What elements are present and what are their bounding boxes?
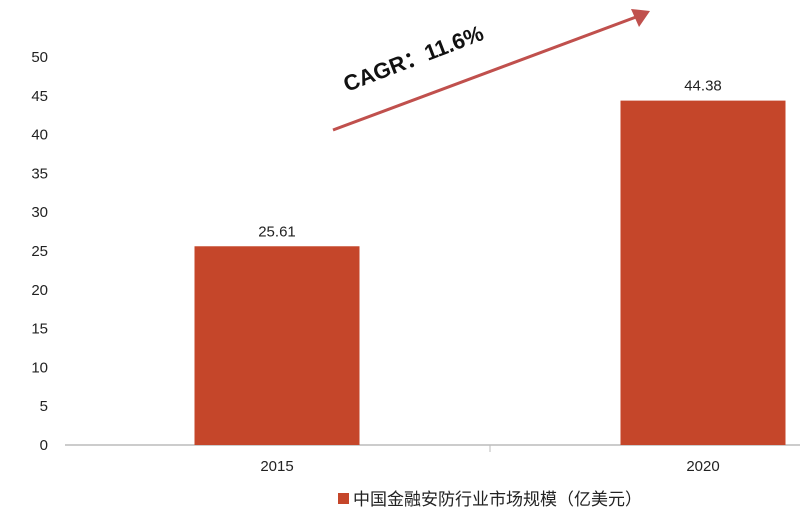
- legend: 中国金融安防行业市场规模（亿美元）: [338, 490, 642, 509]
- y-tick-label: 50: [31, 49, 48, 66]
- y-tick-label: 30: [31, 204, 48, 221]
- y-tick-label: 15: [31, 321, 48, 338]
- legend-label: 中国金融安防行业市场规模（亿美元）: [353, 490, 642, 509]
- y-tick-label: 25: [31, 243, 48, 260]
- cagr-annotation: CAGR：11.6%: [332, 9, 650, 132]
- y-tick-label: 35: [31, 165, 48, 182]
- x-tick-label: 2015: [260, 458, 293, 475]
- x-tick-label: 2020: [686, 458, 719, 475]
- data-label: 25.61: [258, 223, 296, 240]
- bar-2015: [194, 246, 360, 445]
- bar-2020: [620, 100, 786, 445]
- data-label: 44.38: [684, 78, 722, 95]
- y-tick-label: 40: [31, 127, 48, 144]
- y-tick-label: 5: [40, 398, 48, 415]
- y-tick-label: 0: [40, 437, 48, 454]
- y-tick-label: 20: [31, 282, 48, 299]
- legend-swatch: [338, 493, 349, 504]
- cagr-label: CAGR：11.6%: [340, 20, 487, 96]
- y-tick-label: 45: [31, 88, 48, 105]
- cagr-arrow: [332, 15, 637, 132]
- arrow-head-icon: [631, 9, 650, 27]
- y-tick-label: 10: [31, 359, 48, 376]
